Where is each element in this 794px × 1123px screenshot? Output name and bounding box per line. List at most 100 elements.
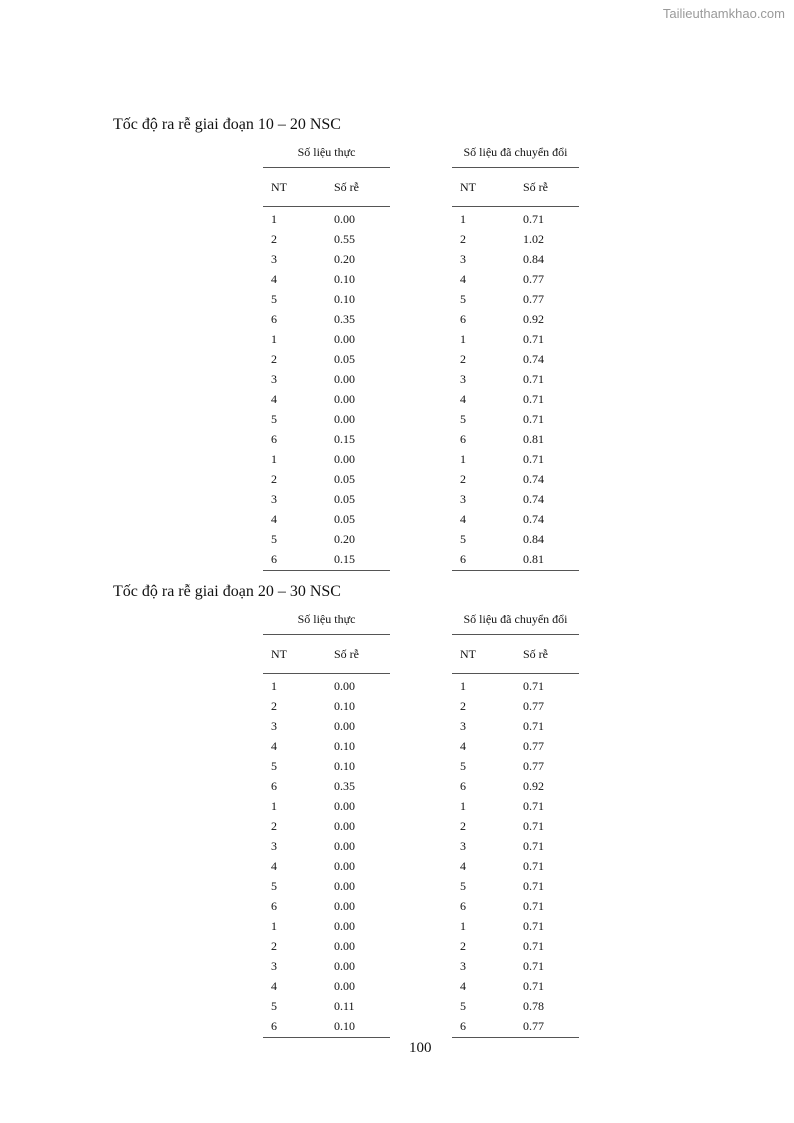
table-row: 4 0.00	[263, 389, 390, 409]
table-row: 2 0.10	[263, 696, 390, 716]
cell-nt: 5	[271, 532, 277, 546]
cell-so-re: 0.84	[523, 532, 544, 546]
cell-nt: 2	[271, 819, 277, 833]
cell-nt: 6	[271, 779, 277, 793]
table-row: 6 0.35	[263, 776, 390, 796]
table-row: 3 0.71	[452, 956, 579, 976]
cell-so-re: 0.74	[523, 492, 544, 506]
table-row: 2 0.71	[452, 936, 579, 956]
table-row: 6 0.92	[452, 309, 579, 329]
cell-so-re: 0.77	[523, 1019, 544, 1033]
cell-so-re: 0.00	[334, 679, 355, 693]
table-row: 1 0.71	[452, 916, 579, 936]
cell-so-re: 0.00	[334, 212, 355, 226]
cell-nt: 2	[460, 232, 466, 246]
cell-nt: 4	[460, 392, 466, 406]
cell-so-re: 0.11	[334, 999, 355, 1013]
cell-nt: 3	[271, 719, 277, 733]
table-caption: Số liệu đã chuyển đổi	[463, 145, 568, 159]
cell-nt: 2	[271, 472, 277, 486]
cell-so-re: 0.71	[523, 899, 544, 913]
table-row: 6 0.15	[263, 429, 390, 449]
cell-so-re: 0.77	[523, 292, 544, 306]
table-caption: Số liệu thực	[297, 145, 356, 159]
cell-so-re: 0.00	[334, 392, 355, 406]
cell-nt: 4	[271, 739, 277, 753]
cell-so-re: 0.55	[334, 232, 355, 246]
cell-nt: 2	[460, 699, 466, 713]
cell-so-re: 0.77	[523, 759, 544, 773]
table-row: 6 0.00	[263, 896, 390, 916]
cell-nt: 3	[271, 839, 277, 853]
cell-so-re: 0.74	[523, 352, 544, 366]
cell-so-re: 0.71	[523, 719, 544, 733]
cell-nt: 6	[271, 552, 277, 566]
cell-nt: 5	[460, 999, 466, 1013]
table-row: 5 0.10	[263, 289, 390, 309]
table-row: 4 0.00	[263, 856, 390, 876]
cell-nt: 6	[460, 552, 466, 566]
column-header-nt: NT	[271, 180, 287, 194]
cell-so-re: 0.00	[334, 452, 355, 466]
cell-nt: 5	[460, 292, 466, 306]
table-header: NT Số rễ	[452, 168, 579, 206]
table-row: 1 0.00	[263, 449, 390, 469]
cell-so-re: 0.05	[334, 512, 355, 526]
cell-nt: 4	[271, 392, 277, 406]
table-row: 6 0.77	[452, 1016, 579, 1036]
table-row: 6 0.10	[263, 1016, 390, 1036]
table-row: 4 0.71	[452, 976, 579, 996]
table-row: 1 0.71	[452, 329, 579, 349]
cell-so-re: 0.00	[334, 959, 355, 973]
table-row: 1 0.71	[452, 796, 579, 816]
cell-so-re: 0.71	[523, 412, 544, 426]
cell-so-re: 0.00	[334, 939, 355, 953]
cell-nt: 6	[460, 1019, 466, 1033]
cell-nt: 2	[460, 472, 466, 486]
cell-so-re: 0.71	[523, 879, 544, 893]
table-rule	[452, 634, 579, 635]
table-row: 1 0.00	[263, 209, 390, 229]
table-row: 5 0.84	[452, 529, 579, 549]
table-row: 4 0.10	[263, 269, 390, 289]
table-row: 5 0.11	[263, 996, 390, 1016]
cell-so-re: 0.71	[523, 452, 544, 466]
table-row: 3 0.84	[452, 249, 579, 269]
table-row: 2 0.05	[263, 469, 390, 489]
cell-so-re: 0.77	[523, 272, 544, 286]
cell-nt: 2	[460, 939, 466, 953]
cell-nt: 5	[271, 759, 277, 773]
cell-so-re: 0.15	[334, 552, 355, 566]
cell-nt: 1	[460, 332, 466, 346]
cell-so-re: 0.10	[334, 272, 355, 286]
cell-so-re: 0.10	[334, 699, 355, 713]
cell-so-re: 0.00	[334, 412, 355, 426]
watermark: Tailieuthamkhao.com	[662, 6, 785, 21]
cell-so-re: 0.81	[523, 432, 544, 446]
table-row: 2 0.55	[263, 229, 390, 249]
table-row: 1 0.71	[452, 209, 579, 229]
cell-nt: 6	[460, 312, 466, 326]
cell-so-re: 0.00	[334, 919, 355, 933]
cell-nt: 1	[460, 452, 466, 466]
cell-so-re: 0.71	[523, 799, 544, 813]
cell-so-re: 0.05	[334, 492, 355, 506]
cell-so-re: 0.00	[334, 372, 355, 386]
table-row: 2 0.71	[452, 816, 579, 836]
table-row: 6 0.92	[452, 776, 579, 796]
table-row: 3 0.05	[263, 489, 390, 509]
cell-nt: 2	[460, 819, 466, 833]
cell-so-re: 0.71	[523, 979, 544, 993]
cell-so-re: 0.71	[523, 919, 544, 933]
table-row: 4 0.71	[452, 856, 579, 876]
cell-nt: 1	[271, 452, 277, 466]
table-caption: Số liệu thực	[297, 612, 356, 626]
table-caption: Số liệu đã chuyển đổi	[463, 612, 568, 626]
cell-nt: 4	[271, 512, 277, 526]
table-row: 3 0.00	[263, 836, 390, 856]
table-row: 3 0.71	[452, 716, 579, 736]
cell-nt: 1	[460, 799, 466, 813]
cell-so-re: 0.77	[523, 699, 544, 713]
table-row: 1 0.71	[452, 449, 579, 469]
cell-so-re: 0.00	[334, 979, 355, 993]
